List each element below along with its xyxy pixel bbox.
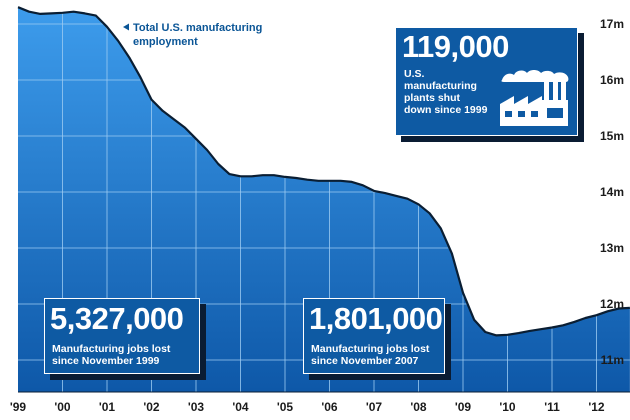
plants-caption-line4: down since 1999	[404, 104, 488, 116]
employment-line	[17, 6, 630, 337]
jobs-1999-caption-line2: since November 1999	[52, 355, 160, 367]
jobs-lost-2007-caption: Manufacturing jobs lost since November 2…	[311, 343, 451, 367]
x-tick-label: '09	[455, 400, 472, 414]
plants-shut-callout: 119,000 U.S. manufacturing plants shut d…	[395, 27, 578, 136]
y-tick-label: 11m	[601, 353, 624, 367]
x-tick-label: '07	[366, 400, 383, 414]
x-tick-label: '04	[232, 400, 249, 414]
y-tick-label: 15m	[600, 129, 624, 143]
jobs-lost-1999-caption: Manufacturing jobs lost since November 1…	[52, 343, 192, 367]
employment-area-fill	[18, 7, 630, 392]
x-tick-label: '06	[321, 400, 338, 414]
y-tick-label: 12m	[600, 297, 624, 311]
jobs-lost-2007-number: 1,801,000	[309, 301, 443, 336]
legend-label-line2: employment	[133, 36, 198, 48]
x-tick-label: '00	[54, 400, 71, 414]
x-tick-label: '12	[588, 400, 605, 414]
y-tick-label: 17m	[600, 17, 624, 31]
jobs-2007-caption-line1: Manufacturing jobs lost	[311, 343, 430, 355]
x-tick-label: '10	[499, 400, 516, 414]
x-tick-label: '02	[143, 400, 160, 414]
plants-caption-line3: plants shut	[404, 92, 461, 104]
x-tick-label: '08	[410, 400, 427, 414]
x-tick-label: '99	[10, 400, 27, 414]
jobs-lost-since-2007-callout: 1,801,000 Manufacturing jobs lost since …	[303, 298, 445, 374]
jobs-lost-1999-number: 5,327,000	[50, 301, 184, 336]
plants-shut-caption: U.S. manufacturing plants shut down sinc…	[404, 68, 496, 116]
factory-icon	[500, 70, 569, 126]
y-tick-label: 14m	[600, 185, 624, 199]
plants-shut-number: 119,000	[402, 29, 509, 64]
x-tick-label: '01	[99, 400, 116, 414]
y-tick-label: 16m	[600, 73, 624, 87]
x-axis-ticks: '99 '00 '01 '02 '03 '04 '05 '06 '07 '08 '09 '10 '11 '…	[10, 400, 605, 414]
x-tick-label: '11	[544, 400, 560, 414]
source-credit: GRAPHIC BY BLOOMBERG BUSINESSWEEK. DATA:…	[5, 53, 14, 392]
plants-caption-line1: U.S.	[404, 68, 425, 80]
x-tick-label: '05	[277, 400, 294, 414]
jobs-lost-since-1999-callout: 5,327,000 Manufacturing jobs lost since …	[44, 298, 200, 374]
jobs-2007-caption-line2: since November 2007	[311, 355, 419, 367]
plants-caption-line2: manufacturing	[404, 80, 477, 92]
legend-arrow-icon	[123, 23, 129, 31]
jobs-1999-caption-line1: Manufacturing jobs lost	[52, 343, 171, 355]
y-tick-label: 13m	[600, 241, 624, 255]
legend-label-line1: Total U.S. manufacturing	[133, 22, 262, 34]
y-axis-ticks: 11m 12m 13m 14m 15m 16m 17m	[600, 17, 624, 367]
x-tick-label: '03	[188, 400, 205, 414]
